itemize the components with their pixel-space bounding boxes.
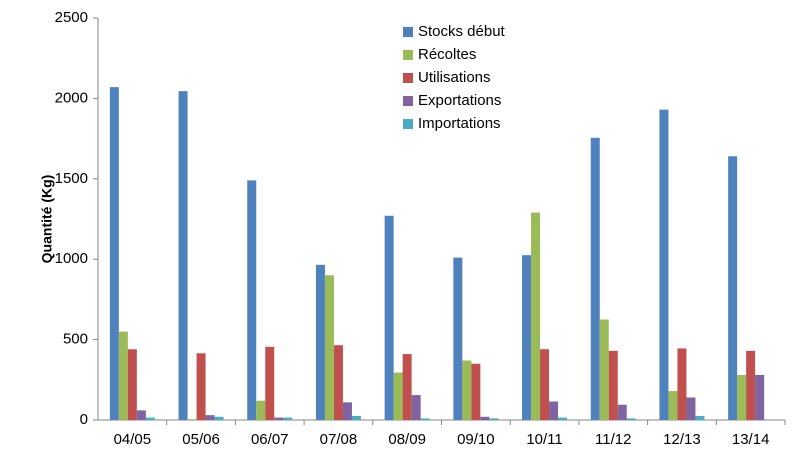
legend-swatch bbox=[403, 27, 413, 37]
y-tick-label: 1500 bbox=[55, 170, 88, 187]
bar bbox=[384, 215, 394, 420]
bar bbox=[109, 87, 119, 421]
x-tick-label: 08/09 bbox=[388, 431, 426, 448]
x-tick-label: 10/11 bbox=[526, 431, 562, 448]
y-axis-label: Quantité (Kg) bbox=[39, 175, 55, 264]
y-tick-label: 1000 bbox=[55, 250, 88, 267]
bar bbox=[187, 419, 197, 420]
legend-swatch bbox=[403, 50, 413, 60]
bar bbox=[315, 264, 325, 420]
bar bbox=[136, 410, 146, 420]
bar bbox=[728, 156, 738, 420]
x-tick-label: 12/13 bbox=[663, 431, 701, 448]
bar bbox=[393, 372, 403, 420]
bar bbox=[755, 374, 765, 420]
bar bbox=[453, 257, 463, 420]
bar bbox=[599, 319, 609, 420]
bar bbox=[686, 397, 696, 420]
x-tick-label: 11/12 bbox=[595, 431, 631, 448]
x-tick-label: 13/14 bbox=[732, 431, 770, 448]
bar bbox=[333, 345, 343, 420]
x-tick-label: 09/10 bbox=[457, 431, 495, 448]
bar bbox=[489, 418, 499, 420]
legend-label: Utilisations bbox=[418, 69, 491, 86]
bar bbox=[695, 415, 705, 420]
bar bbox=[214, 416, 224, 420]
y-tick-label: 500 bbox=[63, 331, 88, 348]
y-tick-label: 2000 bbox=[55, 89, 88, 106]
bar bbox=[549, 401, 559, 420]
bar bbox=[178, 91, 188, 420]
bar bbox=[351, 415, 361, 420]
bar bbox=[402, 354, 412, 420]
bar bbox=[617, 404, 627, 420]
bar bbox=[145, 417, 155, 420]
bar bbox=[283, 417, 293, 420]
bar bbox=[626, 418, 636, 420]
y-tick-label: 2500 bbox=[55, 9, 88, 26]
bar bbox=[608, 350, 618, 420]
legend-label: Récoltes bbox=[418, 46, 476, 63]
bar bbox=[471, 363, 481, 420]
bar bbox=[118, 331, 128, 420]
bar bbox=[540, 349, 550, 420]
bar bbox=[324, 275, 334, 420]
bar bbox=[746, 350, 756, 420]
bar bbox=[522, 255, 532, 420]
bar bbox=[411, 395, 421, 420]
bar bbox=[247, 180, 257, 420]
bar bbox=[480, 416, 490, 420]
bar bbox=[256, 400, 266, 420]
bar bbox=[590, 137, 600, 420]
bar bbox=[462, 360, 472, 420]
x-tick-label: 06/07 bbox=[251, 431, 289, 448]
legend-swatch bbox=[403, 73, 413, 83]
bar bbox=[342, 402, 352, 420]
bar bbox=[737, 374, 747, 420]
bar bbox=[420, 418, 430, 420]
x-tick-label: 07/08 bbox=[320, 431, 358, 448]
bar bbox=[274, 417, 284, 420]
legend-swatch bbox=[403, 119, 413, 129]
legend-label: Importations bbox=[418, 115, 501, 132]
bar bbox=[668, 391, 678, 420]
legend-label: Stocks début bbox=[418, 23, 506, 40]
legend-label: Exportations bbox=[418, 92, 501, 109]
bar bbox=[265, 346, 275, 420]
bar bbox=[531, 212, 541, 420]
bar bbox=[677, 348, 687, 420]
legend-swatch bbox=[403, 96, 413, 106]
x-tick-label: 04/05 bbox=[114, 431, 152, 448]
bar bbox=[659, 109, 669, 420]
y-tick-label: 0 bbox=[80, 411, 88, 428]
bar bbox=[205, 415, 215, 420]
bar bbox=[196, 353, 206, 420]
bar bbox=[127, 349, 137, 420]
bar bbox=[558, 417, 568, 420]
x-tick-label: 05/06 bbox=[182, 431, 220, 448]
